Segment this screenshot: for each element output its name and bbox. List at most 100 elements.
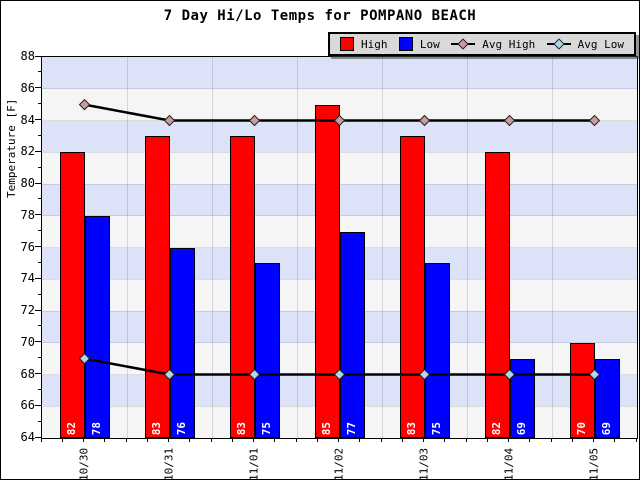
low-bar: 75 xyxy=(254,263,280,438)
y-tick xyxy=(38,103,41,105)
y-tick xyxy=(38,388,41,390)
legend: High Low Avg High Avg Low xyxy=(328,32,636,56)
y-tick xyxy=(35,55,41,57)
avg-low-marker-icon xyxy=(78,352,91,365)
y-tick xyxy=(38,293,41,295)
x-tick xyxy=(210,438,212,442)
y-tick xyxy=(35,182,41,184)
x-tick xyxy=(571,438,573,442)
y-tick xyxy=(35,150,41,152)
high-bar: 85 xyxy=(314,104,340,438)
x-tick xyxy=(508,438,509,442)
x-tick xyxy=(338,438,339,442)
low-bar: 75 xyxy=(424,263,450,438)
background-band xyxy=(42,57,637,89)
y-tick-label: 78 xyxy=(20,207,35,222)
y-gridline xyxy=(42,183,637,185)
y-tick xyxy=(38,134,41,136)
y-tick xyxy=(35,309,41,311)
avg-high-marker-icon xyxy=(503,114,516,127)
date-label: 10/31 xyxy=(162,447,175,480)
y-tick xyxy=(35,404,41,406)
background-band xyxy=(42,184,637,216)
x-tick xyxy=(274,438,276,442)
date-label: 10/30 xyxy=(77,447,90,480)
avg-low-marker-icon xyxy=(588,368,601,381)
avg-high-marker-icon xyxy=(418,114,431,127)
chart-title: 7 Day Hi/Lo Temps for POMPANO BEACH xyxy=(163,8,477,24)
y-gridline xyxy=(42,88,637,90)
avg-lines-layer xyxy=(78,98,601,381)
y-tick-label: 74 xyxy=(20,271,35,286)
y-tick xyxy=(38,325,41,327)
x-tick xyxy=(380,438,382,442)
avg-high-marker-icon xyxy=(588,114,601,127)
x-tick xyxy=(593,438,594,442)
background-band xyxy=(42,152,637,184)
legend-item-high: High xyxy=(340,37,388,51)
x-tick xyxy=(635,438,637,442)
x-tick xyxy=(189,438,191,442)
plot-area: 82 78 83 76 83 75 85 77 83 75 82 69 70 69 xyxy=(41,56,638,439)
y-tick-label: 64 xyxy=(20,430,35,444)
y-tick xyxy=(38,166,41,168)
high-bar: 83 xyxy=(399,136,425,438)
avg-low-marker-icon xyxy=(163,368,176,381)
low-swatch-icon xyxy=(398,37,413,51)
y-tick-label: 76 xyxy=(20,239,35,254)
avg-high-marker-icon xyxy=(451,38,476,50)
y-tick xyxy=(38,420,41,422)
avg-high-marker-icon xyxy=(248,114,261,127)
y-tick xyxy=(35,87,41,89)
x-tick xyxy=(295,438,297,442)
y-tick xyxy=(38,230,41,232)
date-label: 11/03 xyxy=(417,447,430,480)
x-tick xyxy=(231,438,233,442)
y-tick-label: 70 xyxy=(20,334,35,349)
avg-low-marker-icon xyxy=(333,368,346,381)
x-tick xyxy=(401,438,403,442)
legend-item-avg-high: Avg High xyxy=(451,38,535,51)
legend-label-avg-high: Avg High xyxy=(482,37,536,51)
y-tick-label: 80 xyxy=(20,176,35,190)
y-tick xyxy=(38,357,41,359)
x-gridline xyxy=(296,57,298,438)
x-tick xyxy=(359,438,361,442)
low-bar: 76 xyxy=(169,247,195,438)
avg-low-marker-icon xyxy=(503,368,516,381)
y-tick-label: 68 xyxy=(20,366,35,381)
legend-item-avg-low: Avg Low xyxy=(546,37,624,51)
y-gridline xyxy=(42,151,637,153)
y-tick-label: 88 xyxy=(20,49,35,63)
avg-high-marker-icon xyxy=(163,114,176,127)
high-swatch-icon xyxy=(340,37,354,51)
x-tick xyxy=(550,438,552,442)
x-tick xyxy=(40,438,42,442)
y-tick xyxy=(35,119,41,120)
x-tick xyxy=(423,438,424,442)
high-bar: 70 xyxy=(569,342,595,438)
x-tick xyxy=(83,438,84,442)
y-tick xyxy=(35,246,41,247)
avg-high-marker-icon xyxy=(78,98,91,111)
x-tick xyxy=(104,438,106,442)
legend-label-avg-low: Avg Low xyxy=(577,37,624,51)
y-gridline xyxy=(42,215,637,217)
y-tick-label: 66 xyxy=(20,398,35,413)
x-tick xyxy=(529,438,531,442)
y-tick xyxy=(35,436,41,438)
x-gridline xyxy=(211,57,213,438)
y-tick xyxy=(38,261,41,263)
low-bar: 78 xyxy=(84,215,110,438)
avg-low-marker-icon xyxy=(546,38,571,50)
date-label: 11/05 xyxy=(587,447,600,480)
y-tick xyxy=(35,214,41,216)
x-gridline xyxy=(551,57,553,438)
high-bar: 82 xyxy=(484,152,510,438)
low-bar: 69 xyxy=(509,358,535,438)
avg-high-marker-icon xyxy=(333,114,346,127)
y-tick xyxy=(35,373,41,374)
x-gridline xyxy=(381,57,383,438)
x-tick xyxy=(614,438,616,442)
